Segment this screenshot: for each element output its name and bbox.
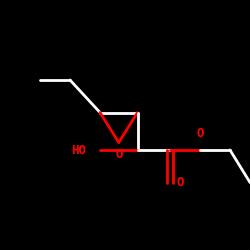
Text: O: O: [115, 148, 122, 160]
Text: HO: HO: [71, 144, 86, 156]
Text: O: O: [176, 176, 184, 189]
Text: O: O: [196, 127, 204, 140]
